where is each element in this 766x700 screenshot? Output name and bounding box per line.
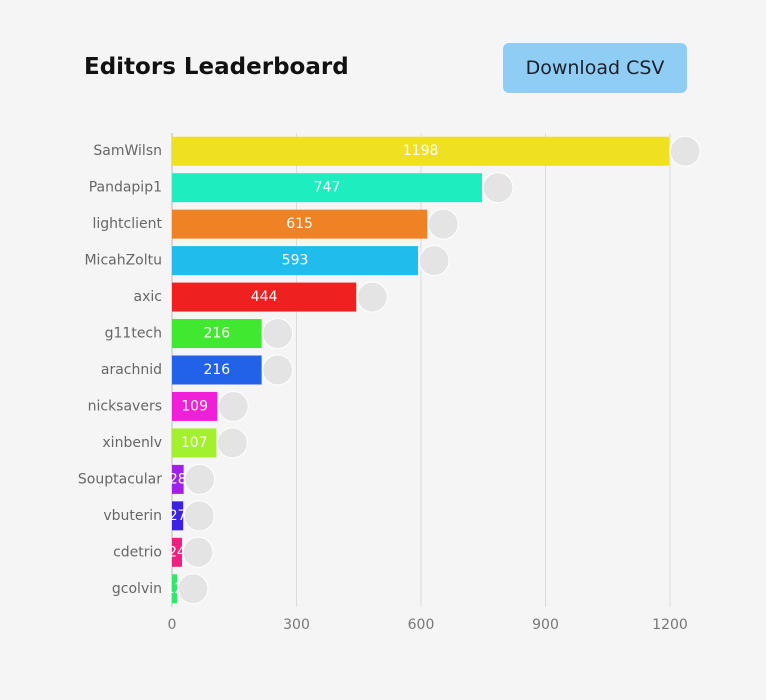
y-tick-label: gcolvin	[112, 581, 162, 597]
value-label: 28	[169, 471, 187, 487]
y-tick-label: nicksavers	[88, 398, 162, 414]
y-tick-label: arachnid	[101, 362, 162, 378]
bar	[172, 501, 184, 531]
x-tick-label: 900	[532, 617, 559, 633]
avatar	[427, 208, 459, 240]
value-label: 444	[251, 289, 278, 305]
y-tick-label: xinbenlv	[102, 435, 162, 451]
avatar	[183, 500, 215, 532]
x-tick-label: 1200	[652, 617, 688, 633]
value-label: 593	[282, 253, 309, 269]
bar	[172, 391, 218, 421]
value-label: 1198	[403, 143, 439, 159]
value-label: 27	[169, 508, 187, 524]
value-label: 216	[203, 326, 230, 342]
y-tick-label: lightclient	[93, 216, 163, 232]
bar	[172, 319, 262, 349]
y-tick-label: vbuterin	[103, 508, 162, 524]
avatar	[182, 536, 214, 568]
x-tick-label: 300	[283, 617, 310, 633]
bar	[172, 209, 428, 239]
value-label: 216	[203, 362, 230, 378]
bar	[172, 355, 262, 385]
y-tick-label: SamWilsn	[93, 143, 162, 159]
y-tick-label: Souptacular	[78, 471, 162, 487]
avatar	[356, 281, 388, 313]
bar	[172, 537, 182, 567]
value-label: 24	[168, 544, 186, 560]
y-tick-label: Pandapip1	[89, 180, 162, 196]
avatar	[669, 135, 701, 167]
x-tick-label: 600	[408, 617, 435, 633]
y-tick-label: cdetrio	[113, 544, 162, 560]
y-tick-label: MicahZoltu	[84, 253, 162, 269]
bar	[172, 574, 177, 604]
bar	[172, 246, 419, 276]
bar	[172, 428, 217, 458]
avatar	[482, 172, 514, 204]
bar	[172, 136, 670, 166]
value-label: 109	[181, 398, 208, 414]
bar	[172, 464, 184, 494]
value-label: 615	[286, 216, 313, 232]
avatar	[177, 573, 209, 605]
y-tick-label: g11tech	[105, 326, 162, 342]
avatar	[418, 245, 450, 277]
bar	[172, 282, 357, 312]
download-csv-button[interactable]: Download CSV	[503, 43, 687, 93]
avatar	[184, 463, 216, 495]
avatar	[262, 318, 294, 350]
value-label: 747	[314, 180, 341, 196]
x-tick-label: 0	[168, 617, 177, 633]
value-label: 107	[181, 435, 208, 451]
avatar	[217, 390, 249, 422]
avatar	[262, 354, 294, 386]
avatar	[216, 427, 248, 459]
title: Editors Leaderboard	[84, 54, 349, 80]
y-tick-label: axic	[134, 289, 162, 305]
bar	[172, 173, 483, 203]
